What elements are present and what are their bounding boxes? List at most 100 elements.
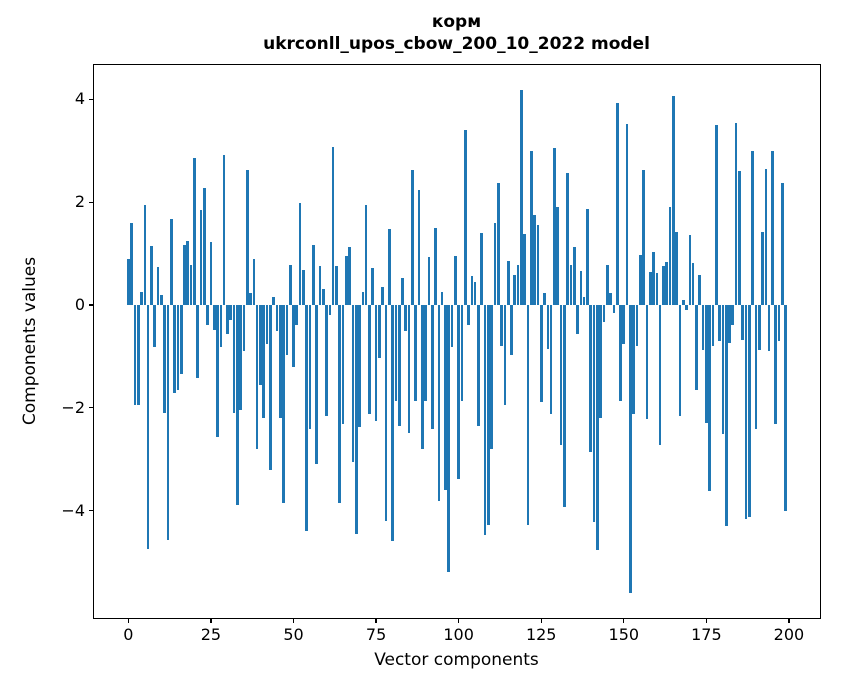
bar bbox=[596, 305, 599, 551]
bar bbox=[186, 240, 190, 305]
y-tick-mark bbox=[89, 407, 93, 409]
bar bbox=[579, 270, 583, 305]
bar bbox=[695, 305, 698, 391]
bar bbox=[675, 232, 678, 305]
bar bbox=[559, 305, 563, 446]
x-tick-mark bbox=[623, 619, 625, 623]
bar bbox=[193, 157, 196, 305]
y-tick-mark bbox=[89, 304, 93, 306]
bar bbox=[731, 305, 735, 325]
bar bbox=[523, 234, 527, 305]
bar bbox=[705, 305, 708, 424]
bar bbox=[493, 223, 497, 305]
bar bbox=[358, 305, 361, 427]
bar bbox=[536, 225, 540, 305]
bar bbox=[424, 305, 427, 402]
x-tick-mark bbox=[210, 619, 212, 623]
bar bbox=[391, 305, 394, 541]
bar bbox=[262, 305, 266, 418]
bar bbox=[414, 305, 418, 402]
bar bbox=[420, 305, 424, 449]
bar bbox=[648, 272, 652, 305]
bar bbox=[163, 305, 166, 414]
bar bbox=[212, 305, 216, 331]
bar bbox=[292, 305, 295, 367]
bar bbox=[351, 305, 355, 462]
bar bbox=[308, 305, 312, 429]
bar bbox=[496, 182, 500, 305]
bar bbox=[457, 305, 460, 480]
bar bbox=[206, 305, 209, 325]
bar bbox=[691, 262, 695, 305]
bar bbox=[698, 274, 702, 305]
bar bbox=[718, 305, 721, 341]
bar bbox=[239, 305, 242, 411]
bar bbox=[348, 247, 351, 305]
bar bbox=[529, 150, 533, 305]
bar bbox=[450, 305, 454, 348]
bar bbox=[150, 245, 153, 305]
bar bbox=[153, 305, 157, 347]
bar bbox=[430, 305, 434, 429]
bar bbox=[483, 305, 487, 536]
bar bbox=[757, 305, 761, 350]
bar bbox=[143, 204, 147, 305]
bar bbox=[411, 170, 414, 305]
bar bbox=[130, 223, 133, 305]
bar bbox=[345, 256, 348, 305]
bar bbox=[331, 146, 335, 305]
bar bbox=[202, 188, 206, 305]
x-tick-mark bbox=[127, 619, 129, 623]
bar bbox=[572, 247, 576, 305]
y-tick-mark bbox=[89, 201, 93, 203]
y-tick-label: 4 bbox=[74, 89, 85, 109]
bar bbox=[738, 171, 741, 305]
chart-subtitle: ukrconll_upos_cbow_200_10_2022 model bbox=[263, 34, 650, 54]
bar bbox=[549, 305, 553, 415]
y-tick-mark bbox=[89, 98, 93, 101]
bar bbox=[199, 210, 203, 305]
bar bbox=[781, 182, 784, 305]
bar bbox=[354, 305, 358, 535]
bar bbox=[156, 267, 160, 305]
bar bbox=[295, 305, 299, 325]
bar bbox=[302, 270, 305, 305]
bar bbox=[226, 305, 229, 334]
bar bbox=[394, 305, 398, 402]
bar bbox=[335, 265, 338, 305]
bar bbox=[427, 257, 431, 305]
bar bbox=[510, 305, 513, 356]
bar bbox=[592, 305, 596, 523]
x-tick-label: 125 bbox=[525, 625, 557, 644]
bar bbox=[401, 278, 404, 305]
bar bbox=[269, 305, 272, 470]
bar bbox=[305, 305, 309, 531]
bar bbox=[249, 293, 252, 305]
x-tick-label: 50 bbox=[283, 625, 304, 644]
x-tick-label: 150 bbox=[608, 625, 640, 644]
y-tick-label: 2 bbox=[74, 192, 85, 212]
bar bbox=[622, 305, 626, 344]
bar bbox=[751, 151, 754, 305]
chart-title: корм bbox=[431, 12, 482, 32]
x-tick-label: 75 bbox=[365, 625, 387, 644]
bar bbox=[563, 305, 566, 507]
bar bbox=[242, 305, 246, 352]
bar bbox=[662, 265, 665, 305]
bar bbox=[724, 305, 728, 526]
bar bbox=[672, 95, 675, 305]
bar bbox=[546, 305, 550, 349]
bar bbox=[384, 305, 388, 521]
bar bbox=[711, 305, 715, 346]
bar bbox=[417, 189, 421, 305]
y-axis-label: Components values bbox=[20, 256, 40, 426]
bar bbox=[460, 305, 464, 402]
bar bbox=[638, 255, 642, 305]
bar bbox=[632, 305, 636, 415]
bar bbox=[127, 258, 130, 305]
bar bbox=[278, 305, 282, 419]
bar bbox=[196, 305, 200, 379]
x-tick-mark bbox=[458, 619, 460, 623]
bar bbox=[741, 305, 745, 341]
bar bbox=[275, 305, 279, 331]
